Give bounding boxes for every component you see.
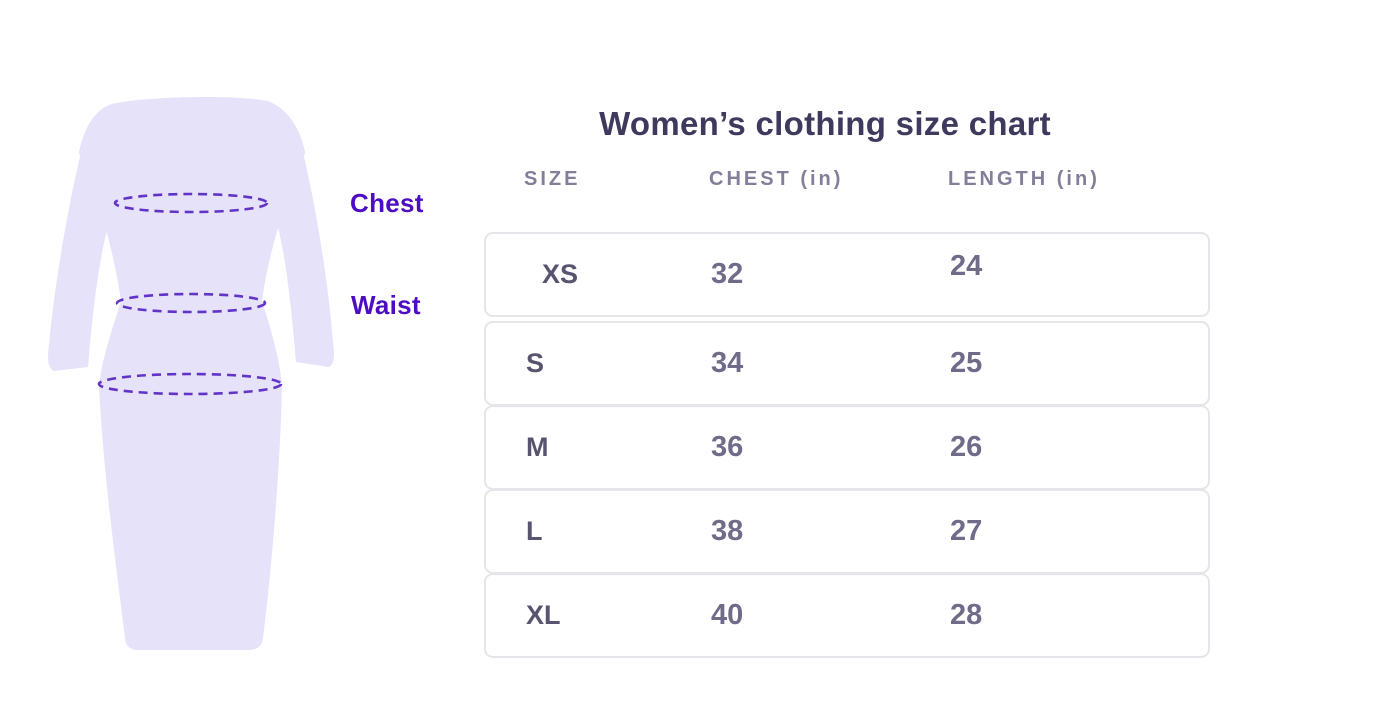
chest-value: 32 xyxy=(711,258,744,290)
table-row: M 36 26 xyxy=(484,405,1210,490)
size-value: S xyxy=(526,348,545,378)
chest-value: 34 xyxy=(711,347,744,379)
dress-body-shape xyxy=(79,97,305,650)
table-row: XS 32 24 xyxy=(484,232,1210,317)
table-row: S 34 25 xyxy=(484,321,1210,406)
chest-value: 40 xyxy=(711,599,744,631)
chest-measure-label: Chest xyxy=(350,188,424,218)
page-title: Women’s clothing size chart xyxy=(599,105,1051,143)
size-value: M xyxy=(526,432,549,462)
length-value: 28 xyxy=(950,599,983,631)
size-value: XS xyxy=(542,259,579,289)
dress-left-sleeve-shape xyxy=(48,145,108,371)
chest-value: 36 xyxy=(711,431,744,463)
length-value: 26 xyxy=(950,431,983,463)
table-row: XL 40 28 xyxy=(484,573,1210,658)
dress-illustration xyxy=(48,97,334,650)
chest-value: 38 xyxy=(711,515,744,547)
length-value: 25 xyxy=(950,347,983,379)
size-value: XL xyxy=(526,600,561,630)
column-header-chest: CHEST (in) xyxy=(709,168,844,190)
column-header-length: LENGTH (in) xyxy=(948,168,1100,190)
chest-measure-line xyxy=(113,192,269,214)
size-value: L xyxy=(526,516,543,546)
length-value: 24 xyxy=(950,250,983,282)
table-header-row: SIZE CHEST (in) LENGTH (in) xyxy=(484,168,1210,191)
column-header-size: SIZE xyxy=(524,168,581,190)
table-row: L 38 27 xyxy=(484,489,1210,574)
waist-measure-label: Waist xyxy=(351,290,421,320)
length-value: 27 xyxy=(950,515,983,547)
waist-measure-line xyxy=(115,292,267,314)
size-table: XS 32 24 S 34 25 M 36 26 L 38 27 XL 40 2… xyxy=(484,232,1210,658)
dress-right-sleeve-shape xyxy=(277,145,334,367)
hip-measure-line xyxy=(97,372,283,396)
